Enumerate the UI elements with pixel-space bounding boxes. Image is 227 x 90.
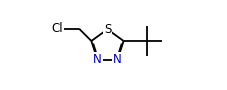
Text: N: N xyxy=(113,53,122,66)
Text: N: N xyxy=(93,53,102,66)
Text: S: S xyxy=(104,23,111,36)
Text: Cl: Cl xyxy=(52,22,63,35)
